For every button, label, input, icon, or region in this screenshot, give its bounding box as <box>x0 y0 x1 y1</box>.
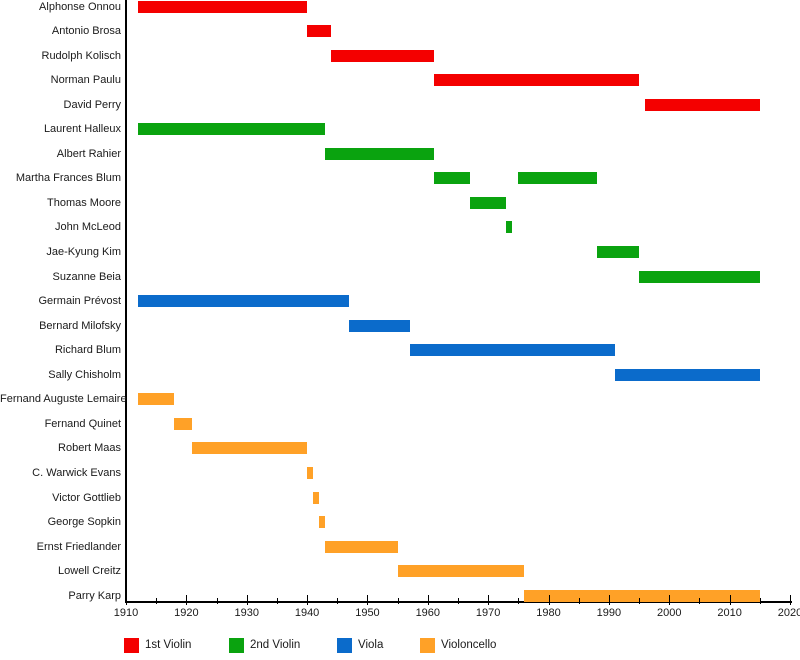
legend-swatch <box>124 638 139 653</box>
major-tick <box>428 595 429 605</box>
major-tick <box>307 595 308 605</box>
major-tick <box>186 595 187 605</box>
row-label: Alphonse Onnou <box>39 0 121 13</box>
major-tick <box>488 595 489 605</box>
tick-label: 2020 <box>777 607 800 619</box>
tick-label: 1930 <box>234 607 259 619</box>
tenure-bar <box>639 270 760 283</box>
tenure-bar <box>349 319 410 332</box>
row-label: Victor Gottlieb <box>52 491 121 504</box>
row-label: Fernand Auguste Lemaire <box>0 393 127 406</box>
tick-label: 1980 <box>536 607 561 619</box>
tick-label: 1970 <box>475 607 501 619</box>
legend-label: Violoncello <box>441 639 497 651</box>
major-tick <box>790 595 791 605</box>
major-tick <box>247 595 248 605</box>
tenure-bar <box>331 49 434 62</box>
row-label: David Perry <box>63 98 121 111</box>
tick-label: 2010 <box>717 607 742 619</box>
tick-label: 1990 <box>596 607 622 619</box>
legend-label: Viola <box>358 639 384 651</box>
tick-label: 1920 <box>174 607 199 619</box>
major-tick <box>549 595 550 605</box>
tick-label: 1940 <box>294 607 320 619</box>
row-label: Antonio Brosa <box>51 25 121 38</box>
row-label: Lowell Creitz <box>58 565 121 578</box>
tenure-bar <box>325 540 398 553</box>
minor-tick <box>579 598 580 604</box>
row-label: C. Warwick Evans <box>32 466 121 479</box>
tenure-bar <box>433 74 640 87</box>
tenure-bar <box>138 295 350 308</box>
row-label: Thomas Moore <box>47 196 121 209</box>
row-label: Germain Prévost <box>38 295 121 308</box>
tenure-bar <box>614 368 760 381</box>
tenure-bar <box>138 393 175 406</box>
minor-tick <box>217 598 218 604</box>
tick-label: 1910 <box>113 607 139 619</box>
minor-tick <box>639 598 640 604</box>
tenure-bar <box>313 491 320 504</box>
tenure-bar <box>506 221 513 234</box>
tenure-bar <box>645 98 760 111</box>
row-label: Robert Maas <box>58 442 121 455</box>
row-label: Richard Blum <box>54 344 121 357</box>
minor-tick <box>337 598 338 604</box>
legend-swatch <box>337 638 352 653</box>
major-tick <box>367 595 368 605</box>
tenure-bar <box>470 196 507 209</box>
row-label: Sally Chisholm <box>48 368 121 381</box>
tenure-bar <box>518 172 597 185</box>
tenure-bar <box>596 246 640 258</box>
legend-label: 1st Violin <box>145 639 192 651</box>
tenure-bar <box>307 466 314 479</box>
major-tick <box>126 595 127 605</box>
major-tick <box>730 595 731 605</box>
row-label: Ernst Friedlander <box>36 540 121 553</box>
row-label: Laurent Halleux <box>43 123 121 136</box>
row-label: Parry Karp <box>68 589 121 602</box>
minor-tick <box>458 598 459 604</box>
minor-tick <box>760 598 761 604</box>
tenure-bar <box>524 589 760 602</box>
row-label: John McLeod <box>54 221 121 234</box>
tenure-bar <box>409 344 615 357</box>
tenure-bar <box>319 516 326 529</box>
row-label: Bernard Milofsky <box>39 319 121 332</box>
minor-tick <box>699 598 700 604</box>
y-axis-line <box>125 0 127 603</box>
tenure-bar <box>138 0 308 13</box>
tenure-bar <box>192 442 308 455</box>
row-label: Jae-Kyung Kim <box>46 246 121 258</box>
row-label: Suzanne Beia <box>52 270 122 283</box>
tick-label: 1960 <box>415 607 441 619</box>
legend-swatch <box>420 638 435 653</box>
tenure-bar <box>138 123 326 136</box>
minor-tick <box>156 598 157 604</box>
legend-swatch <box>229 638 244 653</box>
minor-tick <box>277 598 278 604</box>
tenure-bar <box>174 417 193 430</box>
tick-label: 2000 <box>657 607 682 619</box>
major-tick <box>609 595 610 605</box>
major-tick <box>669 595 670 605</box>
tenure-bar <box>433 172 471 185</box>
legend-label: 2nd Violin <box>250 639 301 651</box>
minor-tick <box>398 598 399 604</box>
row-label: George Sopkin <box>47 516 121 529</box>
row-label: Fernand Quinet <box>44 417 121 430</box>
tenure-bar <box>307 25 332 38</box>
minor-tick <box>518 598 519 604</box>
tenure-bar <box>325 147 434 160</box>
row-label: Norman Paulu <box>50 74 121 87</box>
row-label: Albert Rahier <box>56 147 121 160</box>
tenure-bar <box>397 565 525 578</box>
row-label: Rudolph Kolisch <box>41 49 122 62</box>
tick-label: 1950 <box>355 607 380 619</box>
row-label: Martha Frances Blum <box>15 172 121 185</box>
